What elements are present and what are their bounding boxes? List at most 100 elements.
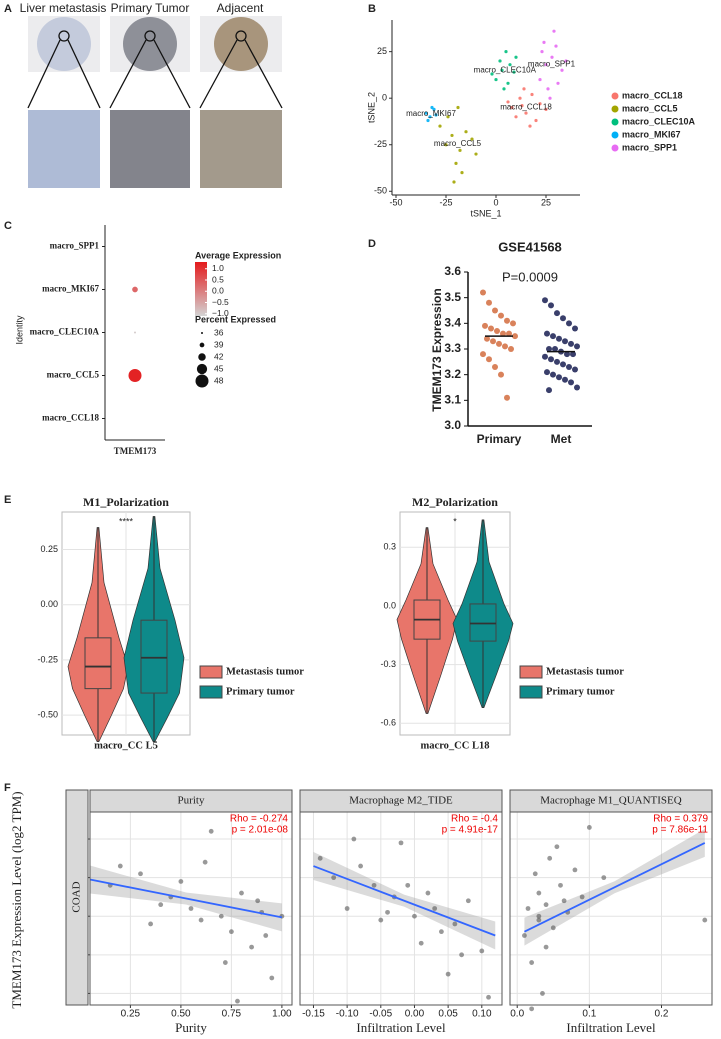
y-tick-label: 3.2 (444, 367, 461, 381)
point (552, 346, 558, 352)
x-tick-label: 0.05 (438, 1009, 458, 1020)
point (528, 124, 532, 128)
x-tick-label: 0.0 (510, 1009, 524, 1020)
point (570, 351, 576, 358)
y-tick-label: 25 (377, 46, 387, 56)
cluster-label: macro_SPP1 (528, 60, 576, 69)
point (452, 180, 456, 184)
size-key (198, 353, 206, 361)
point (202, 859, 208, 865)
point (460, 171, 464, 175)
annotation: p = 2.01e-08 (232, 825, 289, 836)
point (445, 971, 451, 977)
point (546, 87, 550, 91)
dot (128, 369, 142, 382)
point (546, 346, 552, 352)
box (84, 637, 112, 690)
point (454, 161, 458, 165)
point (554, 44, 558, 48)
zoom-lines (27, 30, 283, 109)
point (508, 346, 514, 352)
x-tick-label: 0.00 (405, 1009, 425, 1020)
legend-title: Percent Expressed (195, 314, 276, 324)
point (486, 299, 492, 306)
point (432, 107, 436, 111)
legend-swatch (199, 685, 223, 699)
point (438, 124, 442, 128)
point (510, 105, 514, 110)
y-tick-label: -0.6 (380, 718, 396, 728)
point (418, 940, 424, 946)
point (424, 111, 428, 115)
point (544, 330, 550, 337)
point (566, 363, 572, 370)
chart-title: M2_Polarization (412, 495, 498, 509)
y-axis-label: TMEM173 Expression (430, 288, 444, 411)
point (548, 302, 554, 309)
point (536, 913, 542, 919)
legend-tick-label: 36 (214, 327, 224, 337)
legend-title: Average Expression (195, 250, 281, 260)
x-tick-label: 0.25 (121, 1009, 141, 1020)
legend-label: macro_CCL5 (622, 103, 678, 113)
point (601, 875, 607, 881)
panel-a-images: Liver metastasis Primary Tumor Adjacent (20, 1, 283, 188)
legend-tick-label: −1.0 (212, 308, 229, 318)
point (566, 320, 572, 327)
point (558, 882, 563, 888)
panel-letter: C (4, 220, 12, 232)
point (532, 871, 538, 877)
point (554, 358, 560, 365)
point (459, 952, 464, 958)
y-axis-label: tSNE_2 (366, 92, 376, 123)
point (544, 369, 550, 376)
point (229, 929, 234, 935)
y-tick-label: macro_CLEC10A (30, 327, 100, 337)
point (544, 107, 548, 111)
point (568, 379, 574, 386)
point (550, 925, 556, 931)
point (702, 917, 708, 923)
point (496, 340, 502, 347)
box (140, 619, 168, 694)
point (524, 111, 528, 115)
point (512, 70, 516, 74)
legend-label: Primary tumor (226, 686, 295, 697)
point (560, 68, 564, 72)
point (579, 894, 585, 900)
y-tick-label: 0.00 (40, 599, 58, 609)
plot-background (510, 812, 712, 1005)
chart-title: M1_Polarization (83, 495, 169, 509)
point (498, 312, 504, 319)
point (502, 87, 506, 91)
x-tick-label: 0.1 (582, 1009, 596, 1020)
point (564, 59, 568, 63)
point (490, 338, 496, 345)
point (208, 828, 214, 834)
legend-swatch (519, 665, 543, 679)
legend-label: Metastasis tumor (226, 666, 304, 677)
point (351, 836, 357, 842)
point (572, 867, 578, 873)
point (486, 356, 492, 363)
x-tick-label: 0.10 (472, 1009, 492, 1020)
point (568, 340, 574, 347)
legend-swatch (199, 665, 223, 679)
x-tick-label: -25 (439, 197, 452, 207)
x-tick-label: 0.75 (222, 1009, 242, 1020)
annotation: P=0.0009 (502, 269, 558, 284)
y-tick-label: 0.3 (383, 542, 396, 552)
point (490, 72, 494, 76)
point (538, 77, 542, 82)
legend-tick-label: 48 (214, 375, 224, 385)
row-strip (65, 789, 89, 1006)
legend-tick-label: 39 (214, 339, 224, 349)
point (518, 96, 522, 100)
point (550, 55, 554, 59)
legend-marker (611, 131, 619, 139)
point (117, 863, 123, 869)
point (550, 333, 556, 340)
point (452, 921, 458, 927)
point (506, 330, 512, 337)
